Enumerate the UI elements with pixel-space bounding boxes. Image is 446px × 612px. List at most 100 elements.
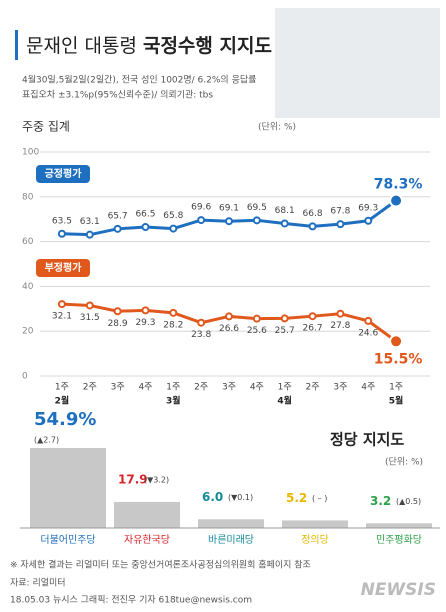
y-tick-label: 80 [22, 192, 34, 202]
series-label-box [36, 259, 90, 277]
value-label: 69.5 [247, 203, 267, 213]
month-label: 2월 [55, 395, 70, 407]
x-tick-label: 3주 [222, 382, 236, 393]
photo-placeholder [275, 8, 440, 118]
value-label: 17.9 [118, 472, 148, 486]
value-label: 69.3 [358, 203, 378, 213]
unit: (단위: %) [385, 457, 423, 468]
value-label: 26.6 [219, 324, 239, 334]
x-tick-label: 2주 [83, 382, 97, 393]
bar-chart-title: 정당 지지도 [330, 431, 404, 449]
value-label: 28.9 [108, 319, 128, 329]
point [141, 306, 150, 315]
month-label: 5월 [389, 395, 404, 407]
value-label: 3.2 [370, 494, 391, 508]
title-part: 국정수행 지지도 [143, 35, 272, 57]
x-tick-label: 2주 [194, 382, 208, 393]
point [57, 300, 66, 309]
point [364, 216, 373, 225]
point [336, 309, 345, 318]
value-label: 66.8 [303, 209, 323, 219]
point [308, 222, 317, 231]
point [252, 216, 261, 225]
point [57, 229, 66, 238]
bar [198, 519, 264, 528]
value-label: 63.5 [52, 216, 72, 226]
month-label: 3월 [166, 395, 181, 407]
point [141, 223, 150, 232]
x-tick-label: 1주 [55, 382, 69, 393]
value-label: 26.7 [303, 324, 323, 334]
y-tick-label: 40 [22, 282, 34, 292]
value-label: 69.1 [219, 204, 239, 214]
bar [114, 501, 180, 528]
x-tick-label: 2주 [306, 382, 320, 393]
value-label: 28.2 [163, 320, 183, 330]
value-label: 27.8 [330, 321, 350, 331]
x-tick-label: 4주 [361, 382, 375, 393]
y-tick-label: 0 [22, 372, 28, 382]
value-label: 25.6 [247, 326, 267, 336]
x-tick-label: 3주 [111, 382, 125, 393]
point [364, 316, 373, 325]
point [113, 307, 122, 316]
source: 자료: 리얼미터 [10, 578, 66, 589]
logo: NEWSIS [361, 580, 436, 600]
legend-label: 긍정평가 [45, 167, 83, 180]
value-label: 31.5 [80, 313, 100, 323]
footnote: ※ 자세한 결과는 리얼미터 또는 중앙선거여론조사공정심의위원회 홈페이지 참… [10, 559, 311, 571]
bar [30, 448, 106, 528]
value-label: 24.6 [358, 328, 378, 338]
bar [366, 523, 432, 528]
series-label-box [36, 165, 90, 183]
value-label: 29.3 [135, 318, 155, 328]
value-label: 6.0 [202, 490, 223, 504]
value-label: 5.2 [286, 491, 307, 505]
point [336, 220, 345, 229]
point [169, 308, 178, 317]
value-label: 78.3% [374, 177, 423, 193]
value-label: 15.5% [374, 351, 423, 367]
value-label: 23.8 [191, 330, 211, 340]
x-tick-label: 바른미래당 [208, 534, 254, 546]
value-label: 67.8 [330, 207, 350, 217]
point [225, 312, 233, 321]
point [85, 230, 94, 239]
title-part: 문재인 대통령 [26, 35, 137, 57]
x-tick-label: 정의당 [301, 534, 329, 546]
x-tick-label: 4주 [138, 382, 152, 393]
unit: (단위: %) [258, 122, 296, 133]
value-label: 68.1 [275, 206, 295, 216]
x-tick-label: 3주 [333, 382, 347, 393]
y-tick-label: 20 [22, 327, 34, 337]
point [389, 334, 404, 349]
value-label: 65.7 [108, 211, 128, 221]
point [85, 301, 94, 310]
value-label: 66.5 [135, 210, 155, 220]
y-tick-label: 60 [22, 237, 34, 247]
point [280, 314, 289, 323]
change-label: (▲0.5) [396, 497, 421, 506]
point [197, 318, 206, 327]
x-tick-label: 민주평화당 [376, 534, 422, 546]
point [225, 217, 233, 226]
line-chart-title: 주중 집계 [22, 120, 70, 134]
value-label: 54.9% [34, 409, 96, 430]
x-tick-label: 자유한국당 [124, 534, 170, 546]
x-tick-label: 1주 [278, 382, 292, 393]
change-label: (▼0.1) [228, 493, 253, 502]
x-tick-label: 더불어민주당 [40, 534, 95, 546]
value-label: 25.7 [275, 326, 295, 336]
bar [282, 520, 348, 528]
x-tick-label: 4주 [250, 382, 264, 393]
x-tick-label: 1주 [166, 382, 180, 393]
month-label: 4월 [277, 395, 292, 407]
x-tick-label: 1주 [389, 382, 403, 393]
point [113, 224, 122, 233]
point [252, 314, 261, 323]
legend-label: 부정평가 [45, 261, 83, 274]
value-label: 63.1 [80, 217, 100, 227]
change-label: (▲2.7) [34, 436, 59, 445]
point [197, 216, 206, 225]
